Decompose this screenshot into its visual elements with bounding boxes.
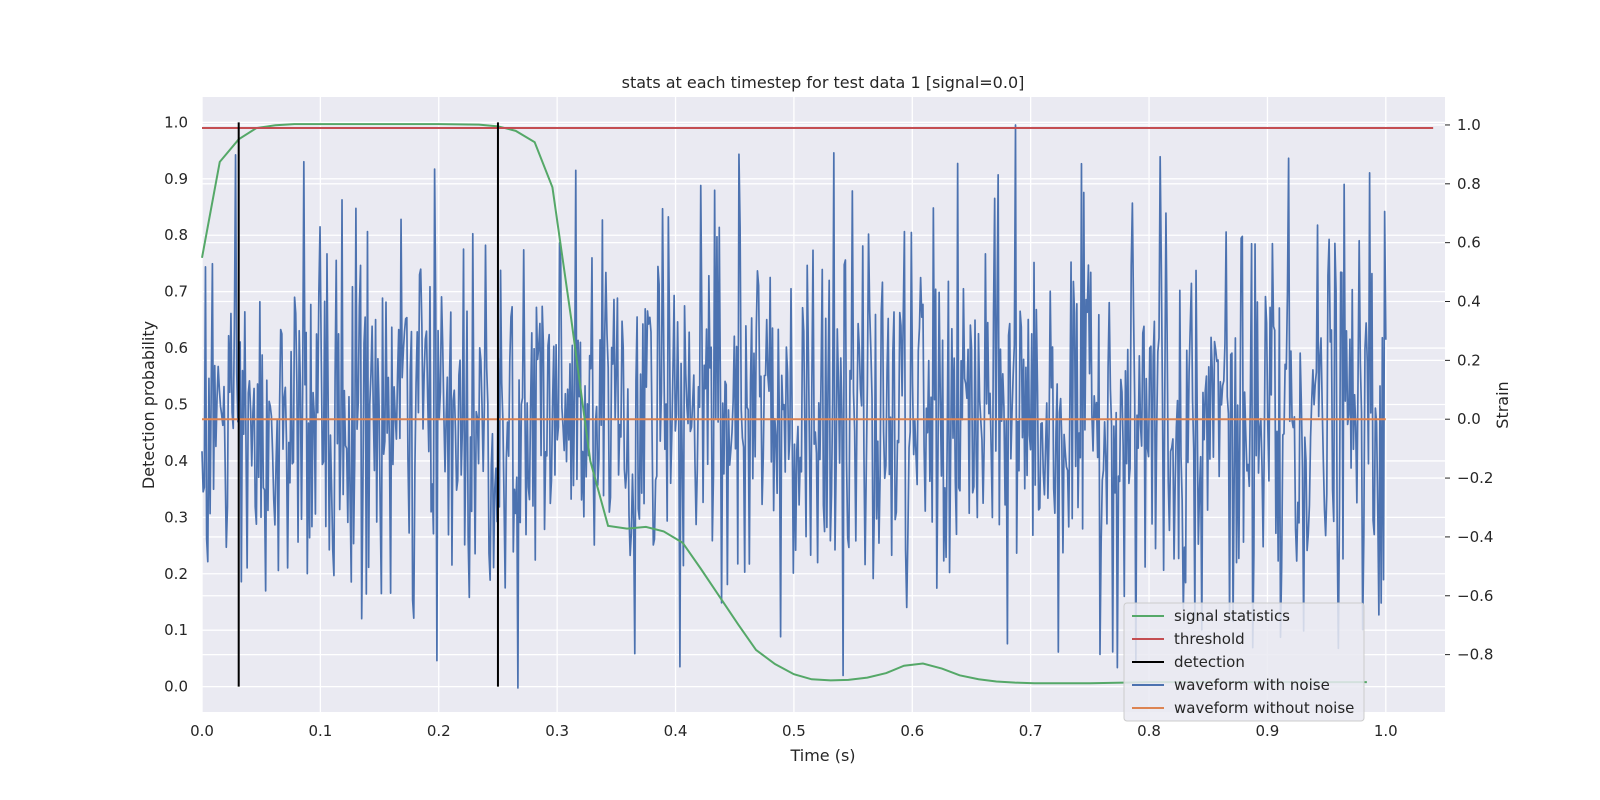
x-tick-label: 0.4 <box>664 722 688 740</box>
legend-label: signal statistics <box>1174 607 1290 625</box>
signal-statistics-line <box>201 123 1367 685</box>
y-right-tick-label: 0.4 <box>1457 293 1481 311</box>
y-left-tick-label: 1.0 <box>164 113 188 131</box>
y-right-tick-label: −0.8 <box>1457 646 1493 664</box>
legend-box <box>1123 602 1365 722</box>
x-tick-label: 0.6 <box>900 722 924 740</box>
y-right-tick-label: 1.0 <box>1457 116 1481 134</box>
y-left-tick-label: 0.6 <box>164 339 188 357</box>
y-right-tick-label: −0.6 <box>1457 587 1493 605</box>
y-left-axis-label: Detection probability <box>139 321 158 489</box>
y-left-axis-ticks: 0.0 0.1 0.2 0.3 0.4 0.5 0.6 0.7 0.8 0.9 1.0 <box>164 113 188 695</box>
legend: signal statistics threshold detection wavef… <box>1123 602 1365 722</box>
y-left-tick-label: 0.9 <box>164 170 188 188</box>
legend-label: waveform with noise <box>1174 676 1330 694</box>
series-waveform-with-noise <box>201 124 1387 689</box>
legend-label: waveform without noise <box>1174 699 1354 717</box>
y-right-tick-label: −0.4 <box>1457 528 1493 546</box>
y-right-tick-label: 0.6 <box>1457 234 1481 252</box>
y-right-tick-label: −0.2 <box>1457 469 1493 487</box>
x-tick-label: 0.5 <box>782 722 806 740</box>
x-tick-label: 1.0 <box>1374 722 1398 740</box>
y-left-tick-label: 0.7 <box>164 283 188 301</box>
x-tick-label: 0.9 <box>1255 722 1279 740</box>
y-left-tick-label: 0.4 <box>164 452 188 470</box>
legend-label: detection <box>1174 653 1245 671</box>
y-left-tick-label: 0.0 <box>164 678 188 696</box>
waveform-with-noise-line <box>201 124 1387 689</box>
x-tick-label: 0.2 <box>427 722 451 740</box>
y-right-tick-label: 0.8 <box>1457 175 1481 193</box>
y-right-tick-label: 0.2 <box>1457 351 1481 369</box>
x-tick-label: 0.0 <box>190 722 214 740</box>
x-axis-label: Time (s) <box>789 746 855 765</box>
y-left-tick-label: 0.8 <box>164 226 188 244</box>
y-left-tick-label: 0.2 <box>164 565 188 583</box>
x-axis-ticks: 0.0 0.1 0.2 0.3 0.4 0.5 0.6 0.7 0.8 0.9 1.0 <box>190 722 1398 740</box>
x-tick-label: 0.1 <box>308 722 332 740</box>
y-left-tick-label: 0.5 <box>164 396 188 414</box>
x-tick-label: 0.7 <box>1019 722 1043 740</box>
y-right-axis-ticks: −0.8 −0.6 −0.4 −0.2 0.0 0.2 0.4 0.6 0.8 1.0 <box>1445 116 1493 664</box>
series-signal-statistics <box>201 123 1367 685</box>
y-right-tick-label: 0.0 <box>1457 410 1481 428</box>
x-tick-label: 0.8 <box>1137 722 1161 740</box>
y-right-axis-label: Strain <box>1493 381 1512 428</box>
series-detection <box>237 122 499 687</box>
y-left-tick-label: 0.1 <box>164 621 188 639</box>
chart-title: stats at each timestep for test data 1 [… <box>622 73 1025 92</box>
x-tick-label: 0.3 <box>545 722 569 740</box>
y-left-tick-label: 0.3 <box>164 508 188 526</box>
legend-label: threshold <box>1174 630 1245 648</box>
